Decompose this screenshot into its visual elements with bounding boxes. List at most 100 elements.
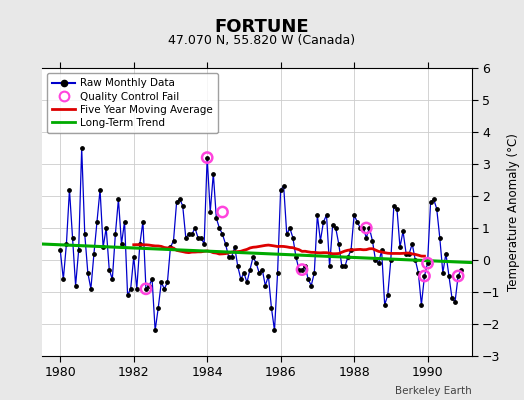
- Point: [423, 260, 432, 266]
- Point: [322, 212, 331, 218]
- Point: [71, 282, 80, 289]
- Point: [344, 254, 352, 260]
- Point: [417, 302, 425, 308]
- Point: [231, 244, 239, 250]
- Point: [124, 292, 132, 298]
- Point: [78, 145, 86, 151]
- Point: [454, 273, 462, 279]
- Point: [206, 209, 214, 215]
- Point: [289, 234, 297, 241]
- Point: [350, 212, 358, 218]
- Text: Berkeley Earth: Berkeley Earth: [395, 386, 472, 396]
- Point: [133, 286, 141, 292]
- Point: [390, 202, 398, 209]
- Point: [414, 270, 422, 276]
- Point: [347, 247, 355, 254]
- Point: [114, 196, 123, 202]
- Point: [66, 186, 74, 193]
- Point: [99, 244, 107, 250]
- Point: [221, 241, 230, 247]
- Point: [335, 241, 343, 247]
- Point: [451, 298, 459, 305]
- Point: [356, 225, 364, 231]
- Y-axis label: Temperature Anomaly (°C): Temperature Anomaly (°C): [507, 133, 520, 291]
- Point: [258, 266, 267, 273]
- Point: [108, 276, 116, 282]
- Point: [191, 225, 199, 231]
- Point: [365, 225, 374, 231]
- Point: [264, 273, 272, 279]
- Point: [184, 231, 193, 238]
- Point: [277, 186, 285, 193]
- Point: [121, 218, 129, 225]
- Point: [362, 234, 370, 241]
- Point: [402, 250, 410, 257]
- Point: [157, 279, 166, 286]
- Point: [274, 270, 282, 276]
- Point: [362, 225, 370, 231]
- Point: [301, 263, 309, 270]
- Point: [249, 254, 257, 260]
- Point: [374, 260, 383, 266]
- Point: [270, 327, 279, 334]
- Point: [93, 218, 101, 225]
- Point: [160, 286, 169, 292]
- Point: [194, 234, 202, 241]
- Point: [219, 231, 227, 238]
- Point: [237, 276, 245, 282]
- Point: [384, 292, 392, 298]
- Point: [188, 231, 196, 238]
- Point: [145, 282, 153, 289]
- Point: [411, 257, 420, 263]
- Point: [68, 234, 77, 241]
- Point: [298, 266, 306, 273]
- Point: [319, 218, 328, 225]
- Point: [111, 231, 119, 238]
- Point: [279, 183, 288, 190]
- Point: [74, 247, 83, 254]
- Point: [329, 222, 337, 228]
- Point: [246, 266, 254, 273]
- Point: [377, 247, 386, 254]
- Point: [169, 238, 178, 244]
- Point: [439, 270, 447, 276]
- Point: [393, 206, 401, 212]
- Point: [84, 270, 92, 276]
- Point: [151, 327, 159, 334]
- Point: [420, 273, 429, 279]
- Point: [117, 241, 126, 247]
- Point: [261, 282, 269, 289]
- Point: [310, 270, 319, 276]
- Text: 47.070 N, 55.820 W (Canada): 47.070 N, 55.820 W (Canada): [168, 34, 356, 47]
- Legend: Raw Monthly Data, Quality Control Fail, Five Year Moving Average, Long-Term Tren: Raw Monthly Data, Quality Control Fail, …: [47, 73, 219, 133]
- Point: [457, 266, 465, 273]
- Point: [445, 273, 453, 279]
- Point: [396, 244, 404, 250]
- Point: [267, 305, 276, 311]
- Text: FORTUNE: FORTUNE: [215, 18, 309, 36]
- Point: [96, 186, 104, 193]
- Point: [105, 266, 113, 273]
- Point: [341, 263, 349, 270]
- Point: [408, 241, 417, 247]
- Point: [209, 170, 217, 177]
- Point: [399, 228, 407, 234]
- Point: [307, 282, 315, 289]
- Point: [255, 270, 264, 276]
- Point: [203, 154, 211, 161]
- Point: [197, 234, 205, 241]
- Point: [292, 254, 300, 260]
- Point: [325, 263, 334, 270]
- Point: [432, 206, 441, 212]
- Point: [286, 225, 294, 231]
- Point: [142, 286, 150, 292]
- Point: [215, 225, 224, 231]
- Point: [295, 266, 303, 273]
- Point: [423, 260, 432, 266]
- Point: [435, 234, 444, 241]
- Point: [298, 266, 306, 273]
- Point: [129, 254, 138, 260]
- Point: [142, 286, 150, 292]
- Point: [252, 260, 260, 266]
- Point: [203, 154, 211, 161]
